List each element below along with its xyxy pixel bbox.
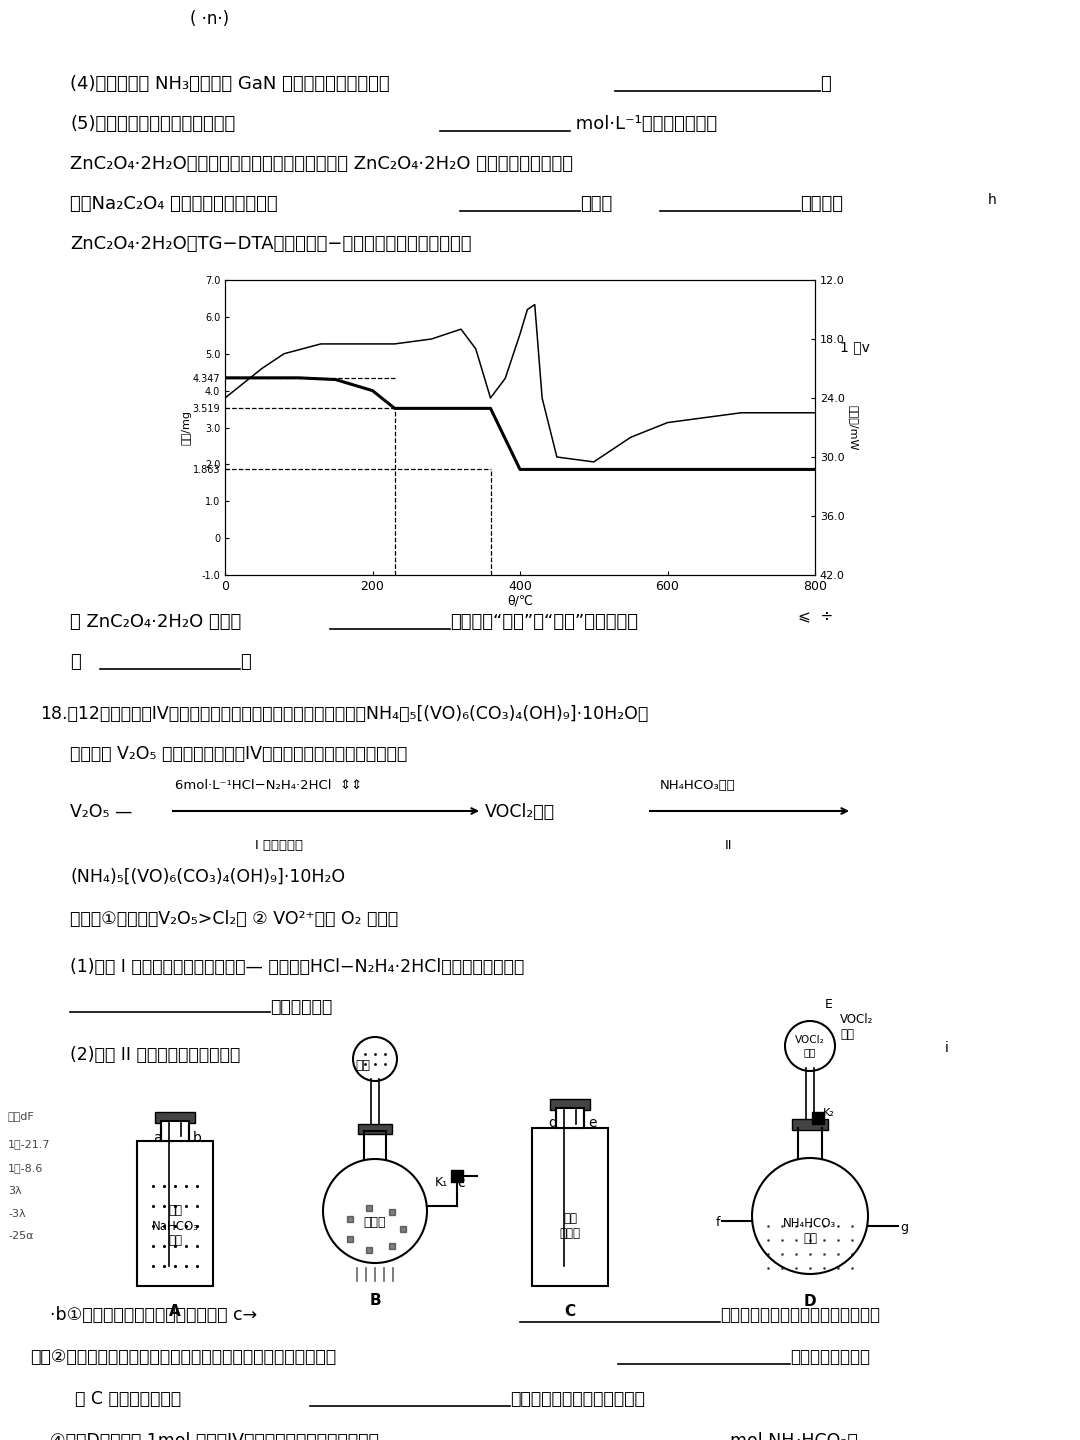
- Y-axis label: 质量/mg: 质量/mg: [181, 410, 191, 445]
- Text: I 微热数分钟: I 微热数分钟: [255, 840, 303, 852]
- Text: 6mol·L⁻¹HCl−N₂H₄·2HCl  ⇕⇕: 6mol·L⁻¹HCl−N₂H₄·2HCl ⇕⇕: [175, 779, 362, 792]
- Text: 饱和
NaHCO₃
溶液: 饱和 NaHCO₃ 溶液: [151, 1204, 199, 1247]
- Text: 。: 。: [820, 75, 831, 94]
- Text: (2)步骤 II 可在如下装置中进行：: (2)步骤 II 可在如下装置中进行：: [70, 1045, 240, 1064]
- Text: (NH₄)₅[(VO)₆(CO₃)₄(OH)₉]·10H₂O: (NH₄)₅[(VO)₆(CO₃)₄(OH)₉]·10H₂O: [70, 868, 346, 886]
- Text: 3λ: 3λ: [8, 1187, 22, 1197]
- Text: VOCl₂溶液: VOCl₂溶液: [485, 804, 555, 821]
- Text: NH₄HCO₃溶液: NH₄HCO₃溶液: [660, 779, 735, 792]
- Bar: [792, 1119, 828, 1130]
- Bar: [357, 1125, 392, 1135]
- Text: 为: 为: [70, 652, 81, 671]
- Text: b: b: [193, 1130, 202, 1145]
- Text: （按气流方向，用小写字母表示）。: （按气流方向，用小写字母表示）。: [720, 1306, 880, 1323]
- Text: (4)三甲基镓与 NH₃反应得到 GaN 的同时获得的副产物为: (4)三甲基镓与 NH₃反应得到 GaN 的同时获得的副产物为: [70, 75, 390, 94]
- Text: i: i: [945, 1041, 949, 1056]
- Text: -25α: -25α: [8, 1231, 33, 1241]
- Text: 1 ，v: 1 ，v: [840, 340, 869, 354]
- Text: 度，Na₂C₂O₄ 溶液和滤液混合时应将: 度，Na₂C₂O₄ 溶液和滤液混合时应将: [70, 194, 278, 213]
- Text: NH₄HCO₃
溶液: NH₄HCO₃ 溶液: [783, 1217, 837, 1246]
- Text: 加入到: 加入到: [580, 194, 612, 213]
- X-axis label: θ/℃: θ/℃: [508, 595, 532, 608]
- Text: a: a: [153, 1130, 162, 1145]
- Text: c: c: [457, 1176, 464, 1189]
- Text: h: h: [988, 193, 997, 207]
- Text: K₁: K₁: [435, 1176, 448, 1189]
- Text: 溶液: 溶液: [840, 1028, 854, 1041]
- Text: d: d: [548, 1116, 557, 1130]
- Y-axis label: 差热流/mW: 差热流/mW: [849, 405, 859, 451]
- Text: 、（②连接好装置，检查气密性良好后，加入试剂，开始实验，先: 、（②连接好装置，检查气密性良好后，加入试剂，开始实验，先: [30, 1348, 336, 1367]
- Text: 盐酸: 盐酸: [355, 1058, 370, 1071]
- Text: -3λ: -3λ: [8, 1210, 26, 1220]
- Text: ZnC₂O₄·2H₂O的TG−DTA（热重分析−差热分析）曲线如图所示。: ZnC₂O₄·2H₂O的TG−DTA（热重分析−差热分析）曲线如图所示。: [70, 235, 472, 253]
- Text: VOCl₂: VOCl₂: [840, 1012, 874, 1025]
- Text: K₂: K₂: [823, 1107, 835, 1117]
- Text: mol NH₄HCO₃。: mol NH₄HCO₃。: [730, 1431, 858, 1440]
- Text: f: f: [716, 1215, 720, 1228]
- Text: E: E: [825, 998, 833, 1011]
- Text: D: D: [804, 1295, 816, 1309]
- Text: mol·L⁻¹。由滤液可制备: mol·L⁻¹。由滤液可制备: [570, 115, 717, 132]
- Text: 则 ZnC₂O₄·2H₂O 分解是: 则 ZnC₂O₄·2H₂O 分解是: [70, 613, 241, 631]
- Text: 1，-21.7: 1，-21.7: [8, 1139, 51, 1149]
- Text: C: C: [565, 1305, 576, 1319]
- Text: 。: 。: [240, 652, 251, 671]
- Text: ( ·n·): ( ·n·): [190, 10, 229, 27]
- Text: e: e: [588, 1116, 596, 1130]
- Text: (1)步骤 I 不选用盐酸，而选用盐酸— 盐酸肼（HCl−N₂H₄·2HCl），可以防止生成: (1)步骤 I 不选用盐酸，而选用盐酸— 盐酸肼（HCl−N₂H₄·2HCl），…: [70, 958, 524, 976]
- Text: II: II: [725, 840, 732, 852]
- Text: 1，-8.6: 1，-8.6: [8, 1164, 43, 1174]
- Text: g: g: [900, 1221, 908, 1234]
- Text: 实验室以 V₂O₅ 为原料制备氧钒（IV）碱式碳酸铵晶体，过程如下：: 实验室以 V₂O₅ 为原料制备氧钒（IV）碱式碳酸铵晶体，过程如下：: [70, 744, 407, 763]
- Bar: [137, 1140, 213, 1286]
- Text: ZnC₂O₄·2H₂O，再通过热分解探究其产物，制备 ZnC₂O₄·2H₂O 时，为提高晶体的纯: ZnC₂O₄·2H₂O，再通过热分解探究其产物，制备 ZnC₂O₄·2H₂O 时…: [70, 156, 573, 173]
- Text: （填实验操作），进行实验。: （填实验操作），进行实验。: [510, 1390, 645, 1408]
- Text: 当 C 中溶液变浑浊，: 当 C 中溶液变浑浊，: [75, 1390, 181, 1408]
- Text: V₂O₅ —: V₂O₅ —: [70, 804, 133, 821]
- Text: (5)滤液中残留的镓离子的浓度为: (5)滤液中残留的镓离子的浓度为: [70, 115, 235, 132]
- Text: ·b①上述装置依次连接的合理顺序为 c→: ·b①上述装置依次连接的合理顺序为 c→: [50, 1306, 257, 1323]
- Bar: [161, 1120, 189, 1140]
- Text: A: A: [170, 1305, 180, 1319]
- Bar: [550, 1099, 590, 1110]
- Text: ⩽  ÷: ⩽ ÷: [798, 608, 834, 624]
- Text: 已知：①氧化性：V₂O₅>Cl₂； ② VO²⁺能被 O₂ 氧化。: 已知：①氧化性：V₂O₅>Cl₂； ② VO²⁺能被 O₂ 氧化。: [70, 910, 399, 927]
- Text: （填实验操作），: （填实验操作），: [789, 1348, 870, 1367]
- Text: 中，已知: 中，已知: [800, 194, 843, 213]
- Text: 反应（填“放热”或“吸热”），分解的: 反应（填“放热”或“吸热”），分解的: [450, 613, 638, 631]
- Text: 18.（12分）钒钒（IV）碱式碳酸铵晶体难溶于水，其化学式为（NH₄）₅[(VO)₆(CO₃)₄(OH)₉]·10H₂O。: 18.（12分）钒钒（IV）碱式碳酸铵晶体难溶于水，其化学式为（NH₄）₅[(V…: [40, 706, 648, 723]
- Text: ④装置D中每生成 1mol 氧钒（IV）碱式碳酸铵晶体，需要消耗: ④装置D中每生成 1mol 氧钒（IV）碱式碳酸铵晶体，需要消耗: [50, 1431, 379, 1440]
- Text: 石灰石: 石灰石: [364, 1215, 387, 1228]
- Text: 战乡dF: 战乡dF: [8, 1112, 35, 1120]
- Bar: [156, 1112, 195, 1123]
- Text: VOCl₂
溶液: VOCl₂ 溶液: [795, 1035, 825, 1057]
- Text: ，保护环境。: ，保护环境。: [270, 998, 333, 1017]
- Bar: [556, 1107, 584, 1128]
- Text: B: B: [369, 1293, 381, 1308]
- Text: 澄清
石灰水: 澄清 石灰水: [559, 1212, 581, 1240]
- Bar: [532, 1128, 608, 1286]
